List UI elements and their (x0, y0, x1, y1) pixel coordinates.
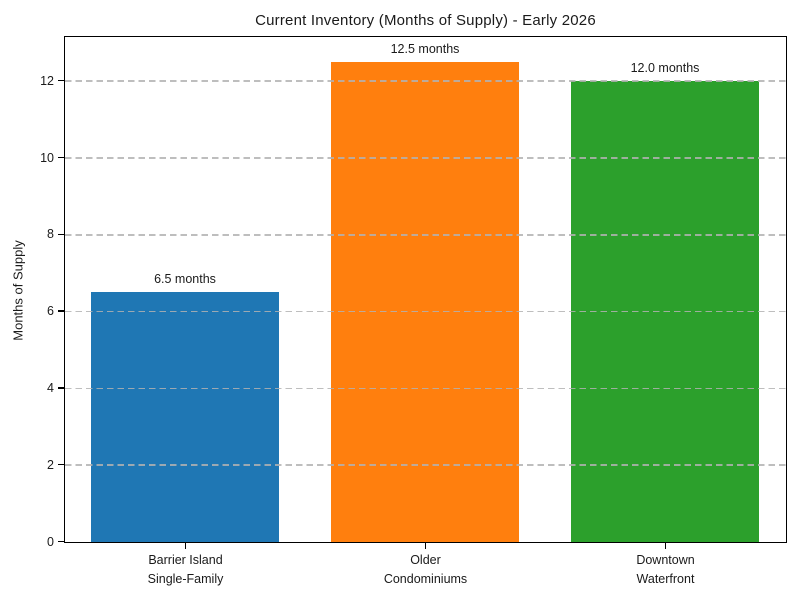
y-tick-label-2: 2 (47, 457, 54, 472)
x-tick-mark-2 (424, 543, 427, 549)
x-tick-label-2: Older Condominiums (383, 553, 468, 586)
bar-value-label-2: 12.5 months (390, 42, 460, 56)
bar-value-label-3: 12.0 months (630, 61, 700, 76)
x-tick-label-3: Downtown Waterfront (636, 553, 695, 586)
y-tick-mark-2 (58, 463, 64, 466)
gridline-2 (65, 464, 786, 466)
y-tick-mark-6 (58, 310, 64, 312)
x-tick-mark-1 (184, 543, 187, 549)
bar-labels-layer: 6.5 months 12.5 months 12.0 months (65, 37, 786, 542)
y-tick-label-12: 12 (40, 73, 54, 88)
gridline-8 (65, 234, 786, 236)
gridline-6 (65, 310, 786, 313)
y-tick-label-6: 6 (47, 304, 54, 319)
y-tick-mark-12 (58, 79, 64, 82)
y-tick-mark-0 (58, 540, 64, 543)
grid-layer (65, 37, 786, 542)
bar-2 (331, 62, 519, 542)
y-tick-label-8: 8 (47, 227, 54, 242)
gridline-10 (65, 157, 786, 159)
y-tick-mark-8 (58, 233, 64, 236)
y-tick-label-4: 4 (47, 380, 54, 395)
x-tick-mark-3 (664, 543, 667, 549)
x-tick-label-1: Barrier Island Single-Family (147, 553, 224, 586)
gridline-4 (65, 387, 786, 390)
y-tick-label-10: 10 (40, 150, 54, 165)
plot-area: 6.5 months 12.5 months 12.0 months (64, 36, 787, 543)
chart-title: Current Inventory (Months of Supply) - E… (255, 12, 596, 29)
y-tick-label-0: 0 (47, 534, 54, 549)
bar-value-label-1: 6.5 months (154, 272, 216, 287)
y-tick-mark-4 (58, 387, 64, 389)
y-tick-mark-10 (58, 156, 64, 159)
bar-1 (91, 292, 279, 542)
gridline-12 (65, 80, 786, 82)
y-axis-label: Months of Supply (10, 240, 26, 341)
